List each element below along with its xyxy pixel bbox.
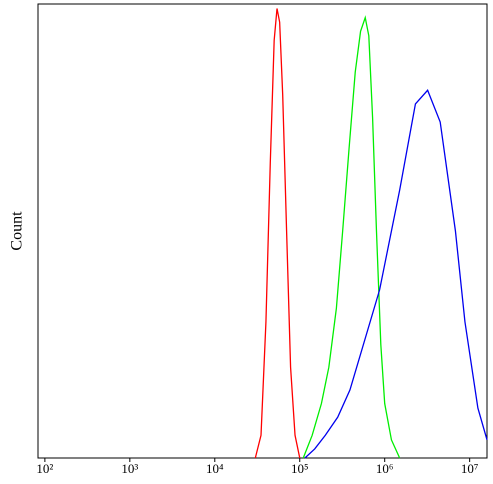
plot-frame [37,3,488,459]
x-tick-label: 10⁵ [291,461,309,476]
histogram-line [304,89,488,459]
x-tick-label: 10³ [121,461,138,476]
histogram-line [254,8,301,459]
x-tick-label: 10⁶ [376,461,394,476]
histogram-line [302,15,401,459]
y-axis-label: Count [9,211,26,251]
x-tick-label: 10⁷ [461,461,479,476]
x-tick-label: 10⁴ [206,461,224,476]
x-tick-label: 10² [36,461,53,476]
